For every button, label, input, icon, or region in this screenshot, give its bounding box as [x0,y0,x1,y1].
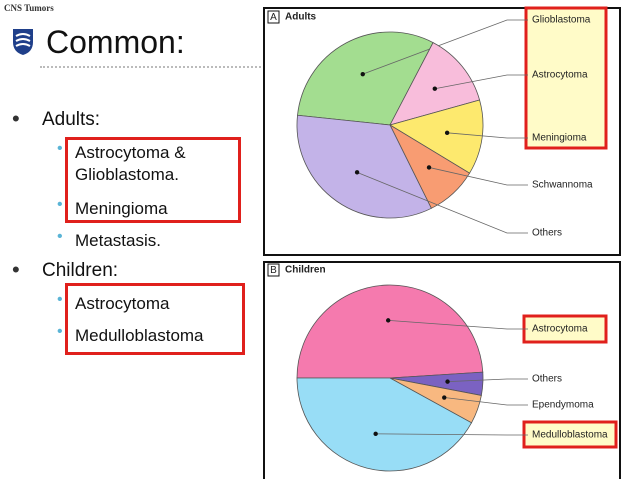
bullet: • [57,291,63,308]
highlight-box [522,314,608,344]
bullet: • [57,140,63,157]
leader-dot [373,431,378,437]
bullet: • [12,106,20,131]
pie-slice [296,284,484,379]
bullet-text: Adults: [42,109,101,130]
pie-slice [296,114,432,219]
leader-dot [444,130,450,136]
bullet: • [57,323,63,340]
bullet-text: Medulloblastoma [75,326,204,345]
pie-slice [296,377,473,472]
leader-dot [385,318,391,323]
bullet-text: Metastasis. [75,231,161,250]
bullet: • [12,257,20,282]
leader-line [388,319,528,330]
slice-label: Astrocytoma [532,324,588,335]
leader-dot [426,165,432,170]
slice-label: Meningioma [532,133,587,144]
logo [13,29,33,55]
slice-label: Medulloblastoma [532,430,608,441]
leader-line [447,132,528,139]
slice-label: Astrocytoma [532,70,588,81]
panel-letter-box [267,263,280,277]
bullet-text: Children: [42,260,119,281]
slide-title: Common: [46,24,185,60]
divider [40,66,265,68]
pie-slice [389,42,481,126]
leader-dot [432,86,438,91]
slice-label: Ependymoma [532,400,594,411]
bullet: • [57,196,63,213]
leader-line [356,171,528,234]
highlight-box [524,6,608,150]
pie-slice [389,99,484,174]
leader-dot [442,395,447,400]
leader-line [375,433,528,436]
panel-letter-box [267,10,280,24]
leader-line [362,19,528,75]
leader-line [447,378,528,383]
highlight-box [522,420,618,449]
slice-label: Glioblastoma [532,15,591,26]
bullet: • [57,228,63,245]
slice-label: Others [532,374,562,385]
slice-label: Schwannoma [532,180,593,191]
highlight-box [65,283,245,355]
panel-title: Adults [285,12,317,23]
header-tag: CNS Tumors [4,3,54,13]
leader-dot [445,379,450,384]
highlight-box [65,137,241,223]
bullet-text: Astrocytoma & Glioblastoma. [75,143,186,184]
bullet-text: Meningioma [75,199,168,218]
leader-line [434,74,528,90]
panel-letter: A [270,12,277,23]
leader-line [444,397,528,406]
bullet-text: Astrocytoma [75,294,170,313]
leader-dot [354,170,360,175]
panel-title: Children [285,265,326,276]
pie-slice [297,31,434,126]
panel-letter: B [270,265,277,276]
slice-label: Others [532,228,562,239]
leader-line [428,167,528,186]
leader-dot [360,71,365,77]
